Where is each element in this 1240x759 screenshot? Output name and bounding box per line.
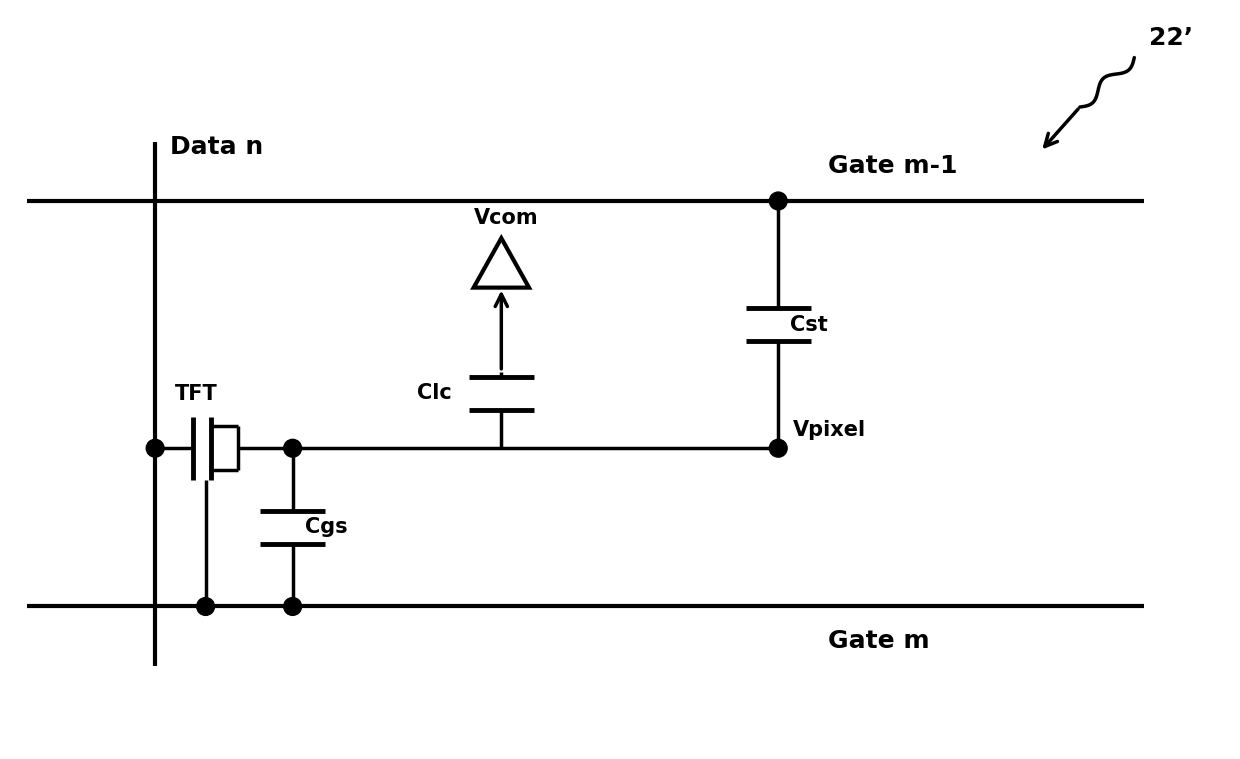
Text: 22’: 22’ xyxy=(1149,26,1193,50)
Circle shape xyxy=(769,192,787,210)
Text: TFT: TFT xyxy=(175,384,218,404)
Text: Cgs: Cgs xyxy=(305,518,347,537)
Text: Gate m-1: Gate m-1 xyxy=(827,154,957,178)
Text: Gate m: Gate m xyxy=(827,629,929,653)
Circle shape xyxy=(284,597,301,616)
Circle shape xyxy=(284,439,301,457)
Text: Vpixel: Vpixel xyxy=(794,420,867,440)
Text: Clc: Clc xyxy=(417,383,451,404)
Text: Cst: Cst xyxy=(790,315,828,335)
Circle shape xyxy=(197,597,215,616)
Text: Data n: Data n xyxy=(170,134,263,159)
Circle shape xyxy=(769,439,787,457)
Text: Vcom: Vcom xyxy=(474,208,538,228)
Circle shape xyxy=(146,439,164,457)
